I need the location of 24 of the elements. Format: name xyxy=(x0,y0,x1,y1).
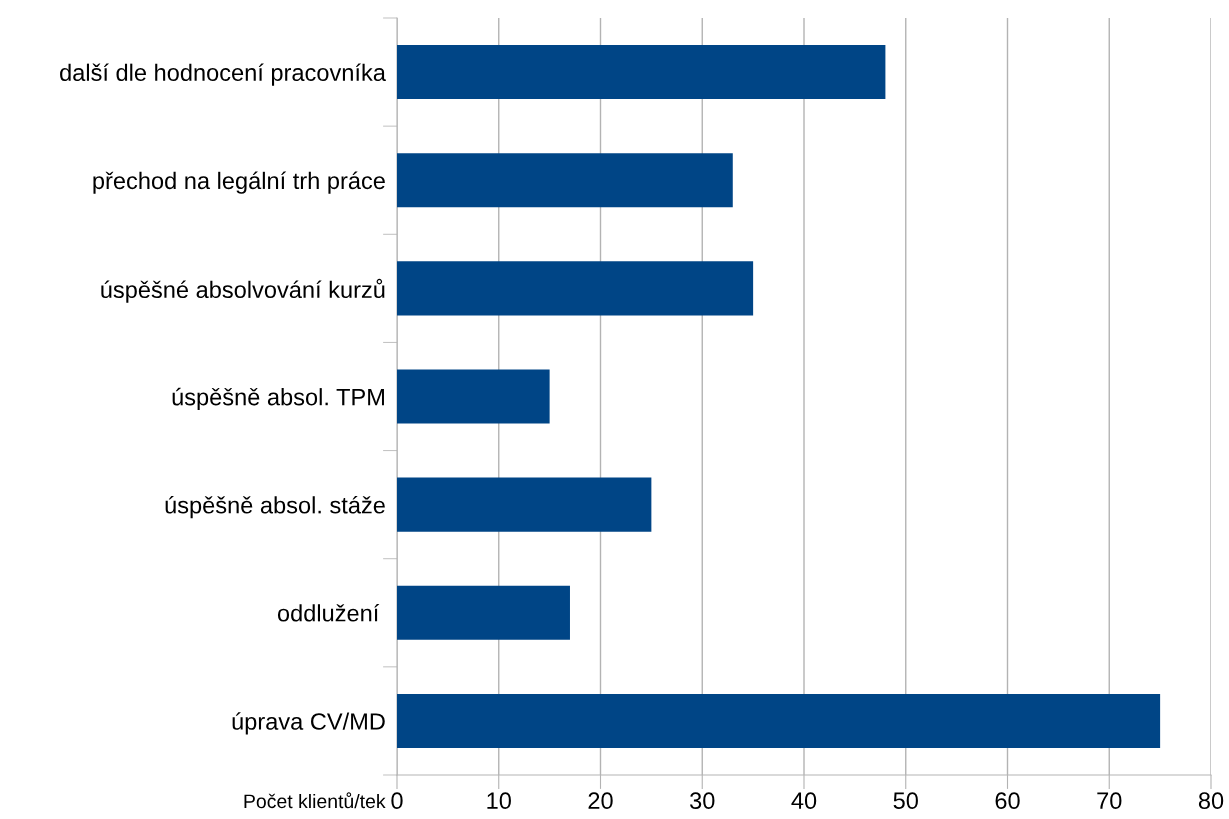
x-tick-label: 30 xyxy=(690,792,715,810)
x-tick-label: 50 xyxy=(893,792,918,810)
x-tick-label: 0 xyxy=(391,792,403,810)
x-tick-label: 70 xyxy=(1097,792,1122,810)
bar xyxy=(397,585,570,640)
y-tick-label: úspěšně absol. TPM xyxy=(172,387,384,411)
y-tick-label: přechod na legální trh práce xyxy=(93,171,385,194)
y-tick-label: oddlužení xyxy=(277,603,380,622)
y-tick-label: úspěšné absolvování kurzů xyxy=(101,278,385,303)
y-tick-label: úspěšně absol. stáže xyxy=(165,495,385,519)
x-tick-label: 40 xyxy=(791,792,817,810)
bar xyxy=(397,477,652,532)
y-tick-label: další dle hodnocení pracovníka xyxy=(60,63,386,86)
bar xyxy=(397,369,550,424)
x-tick-label: 20 xyxy=(588,792,613,810)
bar xyxy=(397,153,733,208)
bar xyxy=(397,693,1161,748)
x-tick-label: 60 xyxy=(995,792,1020,810)
x-tick-label: 10 xyxy=(487,792,511,810)
y-tick-label: úprava CV/MD xyxy=(232,712,385,735)
bar xyxy=(397,261,754,316)
x-tick-label: 80 xyxy=(1198,792,1224,810)
x-axis-title: Počet klientů/tek xyxy=(244,792,386,809)
bar xyxy=(397,45,886,100)
